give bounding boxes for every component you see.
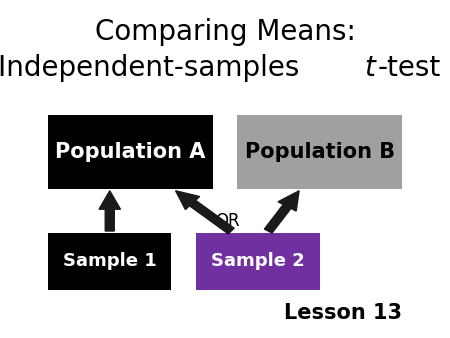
Text: Independent-samples: Independent-samples (0, 54, 308, 82)
Text: t: t (364, 54, 375, 82)
Text: Population B: Population B (245, 142, 395, 162)
Text: Sample 2: Sample 2 (211, 252, 305, 270)
FancyArrow shape (99, 191, 121, 231)
Text: Sample 1: Sample 1 (63, 252, 157, 270)
FancyBboxPatch shape (196, 233, 320, 290)
Text: Population A: Population A (55, 142, 206, 162)
FancyArrow shape (176, 191, 234, 234)
Text: Lesson 13: Lesson 13 (284, 303, 402, 323)
Text: -test: -test (377, 54, 441, 82)
Text: OR: OR (215, 212, 239, 230)
FancyBboxPatch shape (237, 115, 402, 189)
Text: Comparing Means:: Comparing Means: (94, 18, 356, 46)
FancyBboxPatch shape (48, 233, 171, 290)
FancyBboxPatch shape (48, 115, 213, 189)
FancyArrow shape (265, 191, 299, 233)
